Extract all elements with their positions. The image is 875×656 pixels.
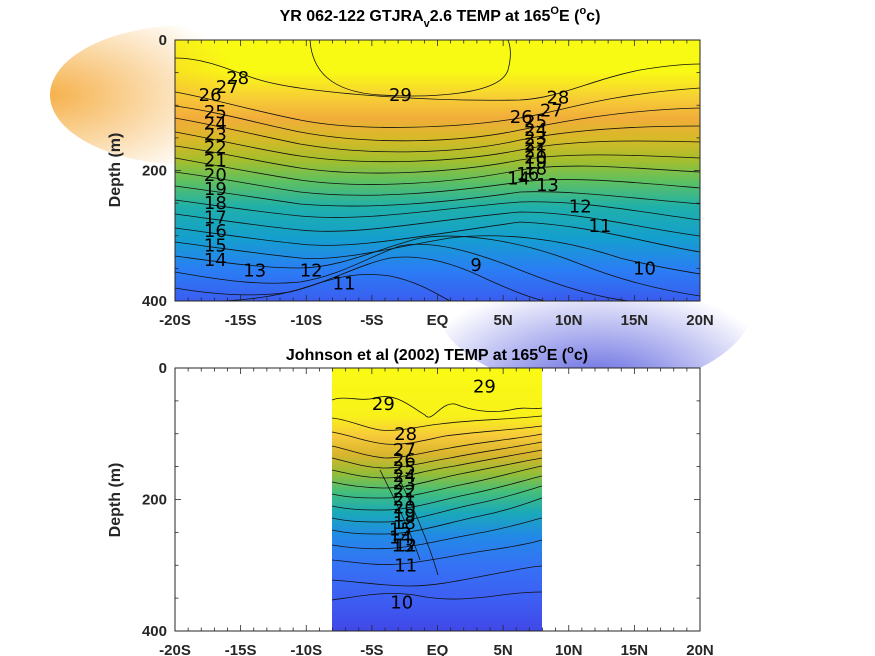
isotherm-lines	[174, 39, 701, 302]
contour-label: 19	[524, 153, 547, 174]
y-tick-label: 0	[159, 360, 167, 377]
x-tick-label: 10N	[555, 642, 583, 656]
contour-label: 25	[393, 458, 416, 479]
x-tick-label: -5S	[360, 312, 383, 329]
contour-label: 29	[473, 376, 496, 397]
contour-label: 16	[204, 221, 227, 242]
contour-label: 10	[390, 593, 413, 614]
x-tick-label: 15N	[621, 642, 649, 656]
chart-panel-observations: Johnson et al (2002) TEMP at 165OE (oc) …	[107, 344, 714, 656]
contour-label: 9	[470, 255, 481, 276]
contour-label: 12	[300, 260, 323, 281]
contour-label: 24	[204, 114, 227, 135]
contour-label: 22	[524, 134, 547, 155]
contour-label: 11	[588, 216, 611, 237]
x-tick-label: 20N	[686, 642, 714, 656]
contour-label: 13	[536, 175, 559, 196]
contour-label: 26	[393, 450, 416, 471]
contour-label: 29	[389, 85, 412, 106]
contour-label: 12	[394, 536, 417, 557]
chart-panel-model: YR 062-122 GTJRAv2.6 TEMP at 165OE (oc)	[50, 5, 755, 390]
contour-label: 19	[204, 179, 227, 200]
contour-label: 21	[393, 490, 416, 511]
contour-label: 22	[393, 482, 416, 503]
x-tick-label: 5N	[494, 642, 513, 656]
contour-label: 18	[393, 513, 416, 534]
contour-label: 11	[333, 273, 356, 294]
contour-label: 20	[393, 497, 416, 518]
x-tick-label: 10N	[555, 312, 583, 329]
contour-label: 24	[393, 466, 416, 487]
contour-label: 19	[393, 505, 416, 526]
x-tick-label: -20S	[159, 312, 191, 329]
contour-label: 29	[372, 394, 395, 415]
contour-label: 25	[204, 102, 227, 123]
contour-label: 15	[204, 236, 227, 257]
contour-label: 10	[633, 258, 656, 279]
isotherm-lines	[331, 396, 543, 601]
x-tick-label: 15N	[621, 312, 649, 329]
axis-ticks: -20S -15S -10S -5S EQ 5N 10N 15N 20N 0 200 400	[142, 360, 714, 656]
y-tick-label: 400	[142, 623, 167, 640]
contour-label: 26	[510, 107, 533, 128]
x-tick-label: 20N	[686, 312, 714, 329]
contour-label: 26	[199, 85, 222, 106]
contour-label: 23	[524, 128, 547, 149]
contour-label: 23	[393, 474, 416, 495]
contour-label: 23	[204, 125, 227, 146]
temperature-field	[332, 368, 542, 631]
y-tick-label: 200	[142, 492, 167, 509]
x-tick-label: -10S	[290, 312, 322, 329]
x-tick-label: EQ	[427, 312, 449, 329]
contour-label: 14	[389, 528, 412, 549]
contour-label: 24	[524, 120, 547, 141]
x-tick-label: -5S	[360, 642, 383, 656]
chart-title: YR 062-122 GTJRAv2.6 TEMP at 165OE (oc)	[280, 5, 601, 30]
contour-label: 28	[394, 424, 417, 445]
contour-label: 20	[524, 147, 547, 168]
contour-label: 17	[204, 207, 227, 228]
contour-label: 14	[507, 168, 530, 189]
x-tick-label: -15S	[225, 642, 257, 656]
contour-label: 25	[524, 112, 547, 133]
contour-label: 12	[569, 196, 592, 217]
y-tick-label: 200	[142, 163, 167, 180]
contour-label: 20	[204, 165, 227, 186]
x-tick-label: -20S	[159, 642, 191, 656]
contour-label: 16	[516, 164, 539, 185]
y-tick-label: 400	[142, 293, 167, 310]
axis-ticks: -20S -15S -10S -5S EQ 5N 10N 15N 20N 0 200 400	[142, 32, 714, 329]
contour-label: 27	[216, 77, 239, 98]
contour-label: 27	[540, 100, 563, 121]
contour-label: 15	[389, 520, 412, 541]
contour-label: 14	[204, 250, 227, 271]
y-axis-label: Depth (m)	[107, 463, 124, 538]
contour-label: 28	[546, 87, 569, 108]
contour-label: 18	[524, 159, 547, 180]
y-tick-label: 0	[159, 32, 167, 49]
contour-label: 28	[226, 68, 249, 89]
contour-label: 11	[394, 555, 417, 576]
x-tick-label: 5N	[494, 312, 513, 329]
contour-label: 13	[243, 260, 266, 281]
contour-label: 27	[393, 440, 416, 461]
chart-title: Johnson et al (2002) TEMP at 165OE (oc)	[286, 344, 588, 364]
x-tick-label: -15S	[225, 312, 257, 329]
contour-label: 22	[204, 138, 227, 159]
x-tick-label: -10S	[290, 642, 322, 656]
contour-label: 21	[524, 141, 547, 162]
y-axis-label: Depth (m)	[107, 133, 124, 208]
contour-label: 21	[204, 151, 227, 172]
contour-label: 18	[204, 193, 227, 214]
x-tick-label: EQ	[427, 642, 449, 656]
contour-label: 13	[392, 536, 415, 557]
